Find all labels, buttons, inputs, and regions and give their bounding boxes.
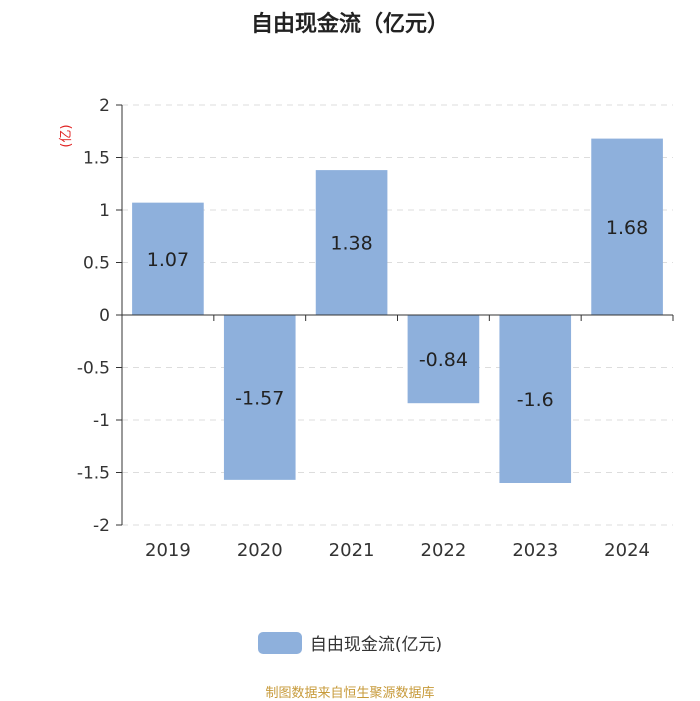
bar-2020 (223, 315, 296, 480)
data-label: 1.07 (147, 249, 189, 271)
grid-lines (122, 104, 673, 526)
data-source-note: 制图数据来自恒生聚源数据库 (265, 686, 435, 701)
bar-2024 (591, 138, 663, 315)
bar-2021 (315, 170, 388, 315)
legend-swatch (257, 631, 302, 654)
x-tick-label: 2023 (512, 540, 558, 561)
data-label: 1.38 (330, 233, 372, 255)
data-label: -1.57 (235, 387, 284, 409)
x-tick-label: 2021 (329, 540, 375, 561)
x-tick-label: 2022 (421, 540, 467, 561)
y-tick-label: 0.5 (83, 254, 110, 274)
x-tick-label: 2020 (237, 540, 283, 561)
data-labels: 1.07 -1.57 1.38 -0.84 -1.6 1.68 (147, 217, 648, 411)
bar-2019 (132, 202, 204, 315)
y-axis-label: (亿) (59, 124, 74, 147)
legend-label: 自由现金流(亿元) (309, 635, 443, 655)
y-tick-label: -2 (93, 516, 110, 536)
data-label: -0.84 (419, 349, 468, 371)
bar-chart: 2 1.5 1 0.5 0 -0.5 -1 -1.5 -2 2019 2020 2021 2022 202… (59, 96, 674, 561)
y-tick-label: 0 (99, 306, 110, 326)
data-label: 1.68 (606, 217, 648, 239)
data-label: -1.6 (517, 389, 554, 411)
y-tick-label: 1.5 (83, 149, 110, 169)
y-tick-label: -0.5 (77, 359, 110, 379)
bar-2022 (407, 315, 480, 404)
axes: 2 1.5 1 0.5 0 -0.5 -1 -1.5 -2 2019 2020 2021 2022 202… (77, 96, 674, 561)
y-tick-label: -1.5 (77, 464, 110, 484)
x-tick-label: 2024 (604, 540, 650, 561)
x-tick-label: 2019 (145, 540, 191, 561)
bar-2023 (499, 315, 572, 483)
y-tick-label: -1 (93, 411, 110, 431)
legend: 自由现金流(亿元) (0, 630, 700, 655)
bar-series (132, 138, 663, 483)
y-tick-label: 2 (99, 96, 110, 116)
chart-title: 自由现金流（亿元） (250, 12, 449, 37)
y-tick-label: 1 (99, 201, 110, 221)
